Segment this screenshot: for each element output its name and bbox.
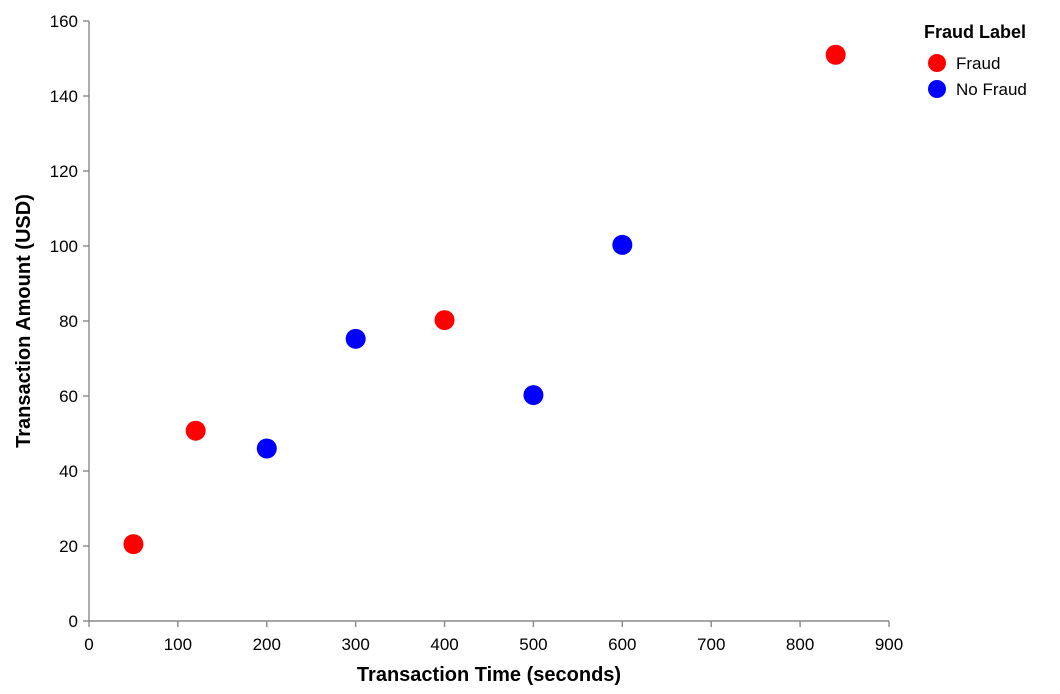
y-tick-label: 40 <box>59 462 78 481</box>
data-point-no-fraud <box>612 234 633 255</box>
y-tick-label: 60 <box>59 387 78 406</box>
y-tick-label: 20 <box>59 537 78 556</box>
x-tick-label: 200 <box>253 635 281 654</box>
legend-swatch <box>928 80 946 98</box>
x-axis-ticks: 0 100 200 300 400 500 600 700 800 900 <box>84 621 903 654</box>
y-axis-title: Transaction Amount (USD) <box>13 194 35 448</box>
data-points <box>123 44 846 555</box>
y-tick-label: 140 <box>50 87 78 106</box>
x-tick-label: 900 <box>875 635 903 654</box>
y-tick-label: 80 <box>59 312 78 331</box>
legend-label: Fraud <box>956 54 1000 73</box>
y-tick-label: 100 <box>50 237 78 256</box>
legend-swatch <box>928 54 946 72</box>
x-tick-label: 700 <box>697 635 725 654</box>
legend-items: Fraud No Fraud <box>928 54 1027 99</box>
x-tick-label: 600 <box>608 635 636 654</box>
y-axis-ticks: 0 20 40 60 80 100 120 140 160 <box>50 12 89 631</box>
data-point-fraud <box>185 420 206 441</box>
legend: Fraud Label Fraud No Fraud <box>924 22 1027 99</box>
legend-label: No Fraud <box>956 80 1027 99</box>
y-tick-label: 0 <box>69 612 78 631</box>
x-axis-title: Transaction Time (seconds) <box>357 664 621 686</box>
x-tick-label: 300 <box>341 635 369 654</box>
y-tick-label: 160 <box>50 12 78 31</box>
y-tick-label: 120 <box>50 162 78 181</box>
legend-title: Fraud Label <box>924 22 1026 42</box>
x-tick-label: 0 <box>84 635 93 654</box>
data-point-fraud <box>123 534 144 555</box>
data-point-fraud <box>825 44 846 65</box>
x-tick-label: 100 <box>164 635 192 654</box>
data-point-fraud <box>434 310 455 331</box>
data-point-no-fraud <box>523 385 544 406</box>
plot-area: 0 20 40 60 80 100 120 140 160 0 100 200 300 400 500 60… <box>50 12 904 654</box>
x-tick-label: 500 <box>519 635 547 654</box>
data-point-no-fraud <box>256 438 277 459</box>
data-point-no-fraud <box>345 328 366 349</box>
x-tick-label: 800 <box>786 635 814 654</box>
x-tick-label: 400 <box>430 635 458 654</box>
